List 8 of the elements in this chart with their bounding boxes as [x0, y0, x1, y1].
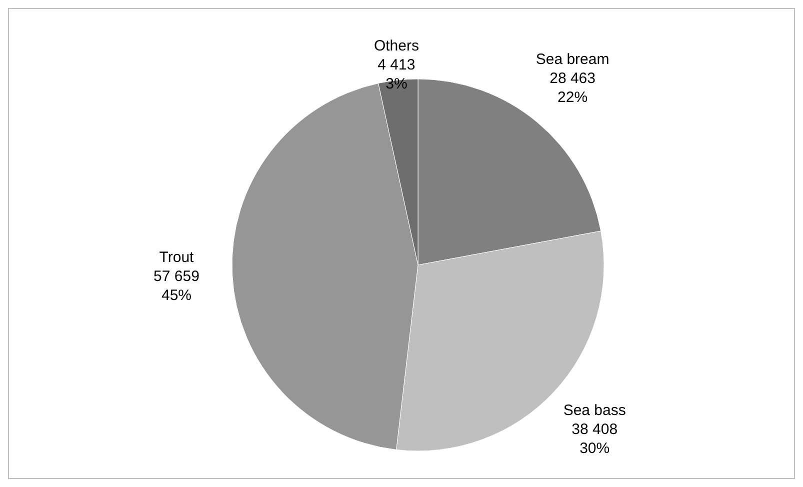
data-label: 57 659 45%: [154, 268, 200, 304]
data-label: 28 463 22%: [550, 70, 596, 106]
data-label: 4 413 3%: [378, 56, 416, 92]
slice-label: Sea bream: [536, 51, 610, 68]
data-label: 38 408 30%: [572, 421, 618, 458]
slice-label: Sea bass: [563, 402, 626, 420]
slice-label: Others: [374, 37, 419, 54]
slice-label: Trout: [159, 248, 195, 266]
